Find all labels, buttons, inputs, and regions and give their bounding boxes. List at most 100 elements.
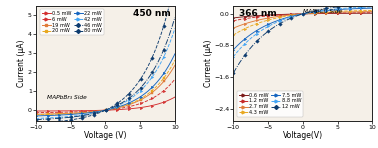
- 4.3 mW: [348, 10, 353, 12]
- 42 mW: [116, 105, 121, 106]
- 42 mW: [160, 60, 164, 62]
- 0.5 mW: [173, 96, 177, 98]
- 0.6 mW: [314, 13, 318, 15]
- 12 mW: [231, 71, 236, 73]
- 0.6 mW: [370, 12, 375, 14]
- 22 mW: [34, 115, 39, 117]
- 7.5 mW: [231, 49, 235, 51]
- 2.7 mW: [357, 11, 362, 13]
- 6 mW: [173, 78, 177, 80]
- 46 mW: [34, 119, 38, 120]
- 20 mW: [160, 79, 164, 81]
- 12 mW: [316, 9, 321, 11]
- 4.3 mW: [231, 34, 235, 36]
- 6 mW: [116, 108, 121, 110]
- 0.6 mW: [231, 17, 235, 19]
- 1.2 mW: [357, 12, 362, 14]
- 1.2 mW: [231, 20, 235, 22]
- 4.3 mW: [231, 34, 236, 36]
- 8.8 mW: [231, 55, 236, 57]
- 12 mW: [231, 72, 235, 74]
- 46 mW: [34, 119, 39, 120]
- Line: 19 mW: 19 mW: [35, 64, 176, 115]
- 19 mW: [160, 83, 164, 84]
- 12 mW: [314, 9, 318, 11]
- Line: 6 mW: 6 mW: [35, 78, 176, 114]
- 19 mW: [116, 107, 121, 109]
- 42 mW: [173, 28, 177, 29]
- 4.3 mW: [370, 10, 375, 11]
- Legend: 0.5 mW, 6 mW, 19 mW, 20 mW, 22 mW, 42 mW, 46 mW, 80 mW: 0.5 mW, 6 mW, 19 mW, 20 mW, 22 mW, 42 mW…: [40, 9, 104, 35]
- 22 mW: [116, 106, 121, 108]
- 42 mW: [34, 118, 38, 119]
- 4.3 mW: [313, 12, 318, 13]
- 22 mW: [151, 86, 155, 87]
- Line: 0.5 mW: 0.5 mW: [35, 96, 176, 112]
- Text: MAPbCl₃ Side: MAPbCl₃ Side: [303, 9, 342, 14]
- Text: 450 nm: 450 nm: [133, 9, 171, 18]
- 80 mW: [34, 122, 39, 124]
- 1.2 mW: [348, 12, 353, 14]
- 20 mW: [119, 106, 123, 108]
- 7.5 mW: [313, 11, 318, 13]
- 6 mW: [116, 108, 121, 110]
- X-axis label: Voltage (V): Voltage (V): [84, 131, 127, 140]
- 0.5 mW: [116, 109, 121, 111]
- 6 mW: [34, 112, 39, 114]
- 80 mW: [116, 102, 121, 103]
- 80 mW: [116, 102, 121, 104]
- 46 mW: [119, 102, 123, 104]
- 22 mW: [116, 106, 121, 108]
- 46 mW: [116, 104, 121, 106]
- 4.3 mW: [357, 10, 362, 12]
- 1.2 mW: [370, 12, 375, 14]
- 4.3 mW: [314, 12, 318, 13]
- 80 mW: [151, 55, 155, 56]
- 8.8 mW: [348, 7, 353, 9]
- 0.6 mW: [313, 13, 318, 15]
- 1.2 mW: [314, 13, 318, 14]
- 2.7 mW: [314, 12, 318, 14]
- 22 mW: [173, 53, 177, 55]
- 1.2 mW: [231, 20, 236, 22]
- Line: 80 mW: 80 mW: [35, 0, 176, 125]
- 20 mW: [173, 59, 177, 61]
- 20 mW: [116, 107, 121, 108]
- Line: 42 mW: 42 mW: [35, 27, 176, 120]
- 80 mW: [34, 123, 38, 124]
- 1.2 mW: [316, 12, 321, 14]
- 12 mW: [313, 10, 318, 11]
- 2.7 mW: [231, 27, 236, 29]
- 42 mW: [116, 104, 121, 106]
- Line: 12 mW: 12 mW: [232, 3, 373, 74]
- 19 mW: [151, 91, 155, 93]
- 19 mW: [34, 113, 38, 115]
- 8.8 mW: [313, 11, 318, 12]
- 7.5 mW: [314, 11, 318, 13]
- Line: 1.2 mW: 1.2 mW: [232, 12, 373, 22]
- 7.5 mW: [370, 7, 375, 9]
- 7.5 mW: [231, 48, 236, 50]
- 46 mW: [151, 70, 155, 72]
- 12 mW: [357, 4, 362, 6]
- 0.5 mW: [34, 110, 38, 112]
- 20 mW: [151, 89, 155, 91]
- Line: 2.7 mW: 2.7 mW: [232, 10, 373, 29]
- X-axis label: Voltage(V): Voltage(V): [283, 131, 323, 140]
- 2.7 mW: [348, 11, 353, 13]
- 20 mW: [116, 107, 121, 108]
- 0.5 mW: [34, 110, 39, 112]
- Line: 8.8 mW: 8.8 mW: [232, 6, 373, 58]
- 1.2 mW: [313, 13, 318, 14]
- 0.6 mW: [357, 12, 362, 14]
- 0.5 mW: [160, 102, 164, 104]
- 42 mW: [151, 75, 155, 77]
- 0.6 mW: [231, 17, 236, 19]
- 6 mW: [119, 107, 123, 109]
- 0.5 mW: [119, 109, 123, 110]
- 42 mW: [119, 103, 123, 105]
- 20 mW: [34, 114, 39, 116]
- 46 mW: [160, 53, 164, 55]
- Line: 0.6 mW: 0.6 mW: [232, 12, 373, 19]
- 8.8 mW: [357, 7, 362, 8]
